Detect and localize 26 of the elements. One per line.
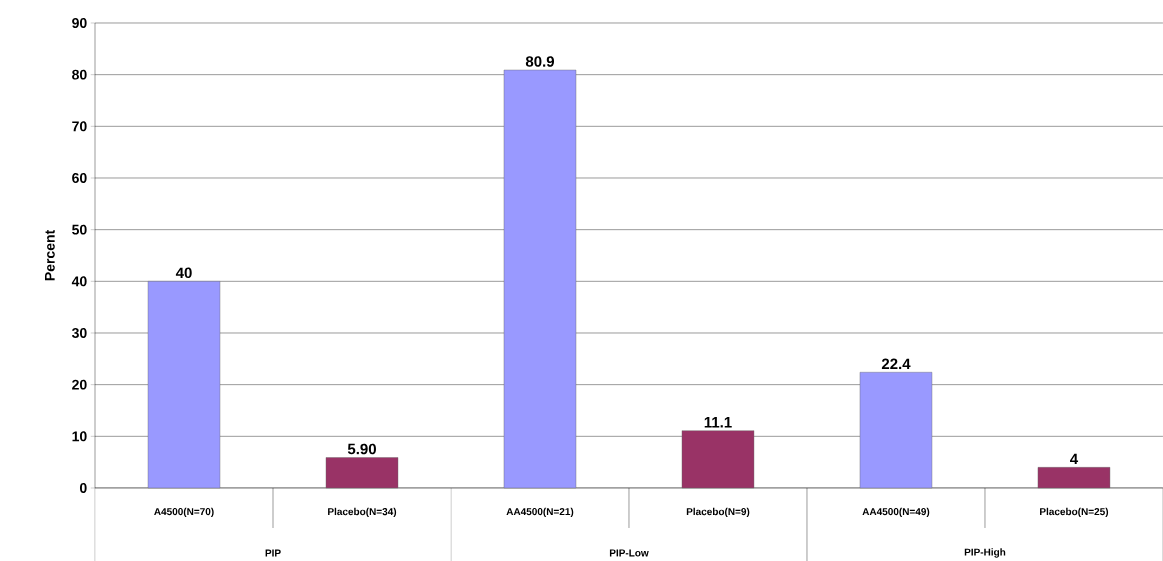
data-label: 40 — [175, 267, 192, 279]
y-tick-label: 0 — [79, 483, 87, 493]
x-tick-label: Placebo(N=25) — [1040, 507, 1109, 518]
y-tick-label: 90 — [72, 18, 87, 28]
x-tick-label: AA4500(N=49) — [862, 507, 930, 518]
y-tick-label: 70 — [72, 121, 87, 132]
y-tick-label: 30 — [71, 328, 87, 338]
y-tick-label: 80 — [72, 69, 87, 80]
x-tick-label: AA4500(N=21) — [506, 507, 574, 518]
y-tick-label: 10 — [72, 431, 87, 442]
text: PIP-Low — [609, 549, 649, 557]
data-label: 5.90 — [347, 443, 376, 455]
y-tick-label: 40 — [71, 276, 87, 287]
data-label: 4 — [1070, 453, 1079, 465]
y-tick-label: 50 — [72, 224, 87, 235]
y-axis-title: Percent — [45, 229, 55, 281]
x-tick-label: Placebo(N=34) — [328, 507, 397, 518]
data-label: 22.4 — [881, 358, 911, 370]
data-label: 80.9 — [525, 56, 555, 67]
y-tick-label: 60 — [72, 173, 87, 183]
y-tick-label: 20 — [72, 379, 87, 390]
data-label: 11.1 — [704, 417, 732, 428]
text: PIP — [265, 549, 281, 557]
x-tick-label: A4500(N=70) — [154, 507, 214, 518]
x-tick-label: Placebo(N=9) — [686, 507, 750, 518]
text: PIP-High — [964, 548, 1006, 558]
